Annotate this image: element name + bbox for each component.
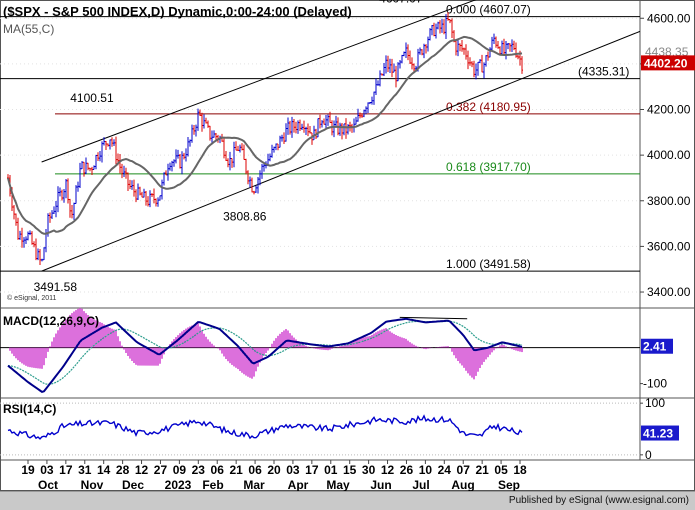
price-tick-label: 4600.00 xyxy=(647,11,691,25)
x-day-label: 19 xyxy=(21,463,35,477)
macd-value-box xyxy=(641,338,673,354)
x-month-label: Apr xyxy=(288,478,309,491)
macd-line xyxy=(7,317,523,393)
x-day-label: 03 xyxy=(286,463,300,477)
x-day-label: 23 xyxy=(192,463,206,477)
x-day-label: 10 xyxy=(419,463,433,477)
x-month-label: Sep xyxy=(498,478,520,491)
macd-value-label: 2.41 xyxy=(643,340,667,354)
macd-axis-label: -100 xyxy=(643,377,667,391)
channel-upper-line xyxy=(41,0,477,163)
price-tick-label: 4200.00 xyxy=(647,103,691,117)
rsi-axis-label: 0 xyxy=(645,448,652,462)
footer-text: Published by eSignal (www.esignal.com) xyxy=(508,495,689,506)
x-day-label: 30 xyxy=(362,463,376,477)
macd-divergence-line xyxy=(399,316,468,320)
x-day-label: 17 xyxy=(59,463,73,477)
x-day-label: 05 xyxy=(494,463,508,477)
x-day-label: 28 xyxy=(116,463,130,477)
last-price-label: 4402.20 xyxy=(644,56,688,70)
x-month-label: Jul xyxy=(412,478,429,491)
ma-value-box xyxy=(641,46,693,59)
x-month-label: 2023 xyxy=(165,478,192,491)
x-day-label: 15 xyxy=(343,463,357,477)
x-day-label: 06 xyxy=(248,463,262,477)
x-month-label: Oct xyxy=(38,478,58,491)
footer: Published by eSignal (www.esignal.com) xyxy=(0,491,695,510)
channel-lower-line xyxy=(41,30,641,272)
price-annotation: 4100.51 xyxy=(70,91,114,105)
x-day-label: 01 xyxy=(324,463,338,477)
last-price-box xyxy=(641,55,695,71)
price-annotation: 4607.07 xyxy=(379,0,423,6)
moving-average-line xyxy=(7,35,523,235)
x-day-label: 21 xyxy=(229,463,243,477)
fib-level-label: 1.000 (3491.58) xyxy=(446,257,531,271)
price-tick-label: 3800.00 xyxy=(647,194,691,208)
rsi-value-box xyxy=(641,425,679,441)
x-day-label: 17 xyxy=(305,463,319,477)
rsi-value-label: 41.23 xyxy=(643,427,673,441)
rsi-line xyxy=(7,414,523,440)
chart-canvas: 3400.003600.003800.004000.004200.004400.… xyxy=(0,0,695,492)
x-month-label: May xyxy=(326,478,350,491)
x-day-label: 21 xyxy=(475,463,489,477)
x-day-label: 26 xyxy=(400,463,414,477)
fib-level-label: 0.000 (4607.07) xyxy=(446,3,531,17)
rsi-axis-label: 100 xyxy=(645,396,665,410)
copyright-label: © eSignal, 2011 xyxy=(7,294,57,302)
x-day-label: 03 xyxy=(40,463,54,477)
price-tick-label: 3600.00 xyxy=(647,239,691,253)
x-day-label: 12 xyxy=(381,463,395,477)
x-day-label: 24 xyxy=(438,463,452,477)
price-annotation: 3808.86 xyxy=(223,210,267,224)
x-month-label: Dec xyxy=(122,478,144,491)
macd-signal-line xyxy=(7,320,523,385)
price-tick-label: 3400.00 xyxy=(647,285,691,299)
fib-level-label: 0.382 (4180.95) xyxy=(446,100,531,114)
fib-level-label: 0.618 (3917.70) xyxy=(446,160,531,174)
x-month-label: Jun xyxy=(370,478,391,491)
x-day-label: 12 xyxy=(135,463,149,477)
x-month-label: Feb xyxy=(202,478,223,491)
macd-label: MACD(12,26,9,C) xyxy=(3,314,99,328)
x-month-label: Mar xyxy=(243,478,265,491)
x-day-label: 31 xyxy=(78,463,92,477)
ma-label: MA(55,C) xyxy=(3,22,54,36)
x-day-label: 09 xyxy=(173,463,187,477)
price-tick-label: 4000.00 xyxy=(647,148,691,162)
x-day-label: 20 xyxy=(267,463,281,477)
rsi-label: RSI(14,C) xyxy=(3,402,56,416)
x-month-label: Aug xyxy=(451,478,474,491)
x-day-label: 27 xyxy=(154,463,168,477)
fib-level-label: (4335.31) xyxy=(578,65,629,79)
x-day-label: 06 xyxy=(211,463,225,477)
x-day-label: 14 xyxy=(97,463,111,477)
x-month-label: Nov xyxy=(81,478,104,491)
x-day-label: 07 xyxy=(457,463,471,477)
price-annotation: 3491.58 xyxy=(34,280,78,294)
x-day-label: 18 xyxy=(513,463,527,477)
chart-title: ($SPX - S&P 500 INDEX,D) Dynamic,0:00-24… xyxy=(3,4,352,19)
